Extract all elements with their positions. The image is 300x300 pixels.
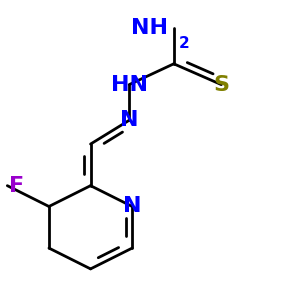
Text: NH: NH bbox=[131, 18, 168, 38]
Text: S: S bbox=[213, 75, 229, 94]
Text: F: F bbox=[9, 176, 24, 196]
Text: 2: 2 bbox=[179, 36, 190, 51]
Text: N: N bbox=[123, 196, 141, 217]
Text: N: N bbox=[120, 110, 138, 130]
Text: HN: HN bbox=[111, 75, 148, 94]
